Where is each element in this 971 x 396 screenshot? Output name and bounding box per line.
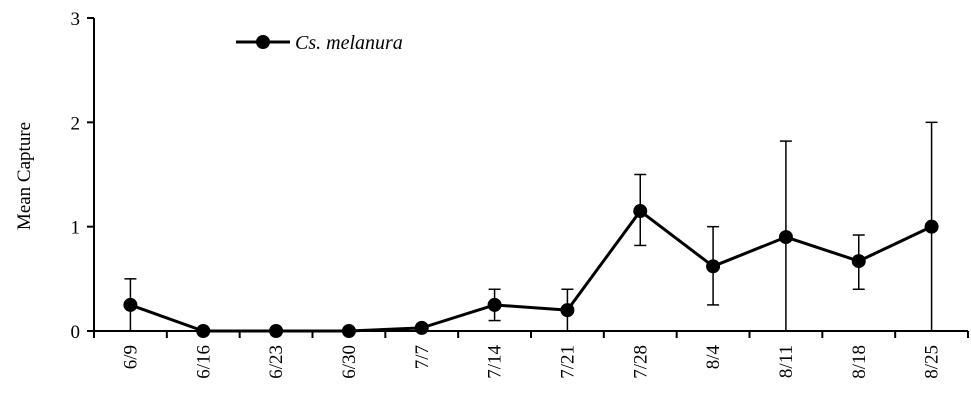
- x-tick-label: 7/28: [630, 345, 651, 379]
- data-point: [560, 303, 575, 318]
- x-tick-label: 7/7: [412, 345, 433, 369]
- x-tick-label: 6/16: [193, 345, 214, 379]
- y-tick-label: 0: [71, 322, 81, 343]
- data-point: [341, 324, 356, 338]
- x-tick-label: 8/4: [703, 345, 724, 370]
- data-point: [706, 259, 721, 274]
- y-tick-label: 1: [71, 218, 81, 239]
- data-point: [123, 297, 138, 312]
- x-ticks: 6/9 6/16 6/23 6/30 7/7 7/14 7/21 7/28 8/4 8/11 8/1…: [93, 331, 969, 379]
- y-tick-label: 2: [71, 113, 81, 134]
- x-tick-label: 6/23: [266, 345, 287, 379]
- x-tick-label: 7/14: [485, 345, 506, 379]
- x-tick-label: 6/30: [339, 345, 360, 379]
- y-tick-label: 3: [71, 9, 81, 30]
- x-tick-label: 7/21: [557, 345, 578, 379]
- data-point: [487, 297, 502, 312]
- series-line: [129, 209, 933, 333]
- x-tick-label: 8/18: [849, 345, 870, 379]
- y-axis-title: Mean Capture: [14, 122, 35, 230]
- legend-label: Cs. melanura: [295, 32, 403, 54]
- y-ticks: 0 1 2 3: [71, 9, 94, 343]
- data-point: [778, 230, 793, 245]
- legend: Cs. melanura: [236, 32, 403, 54]
- data-point: [269, 324, 284, 338]
- x-tick-label: 8/25: [922, 345, 943, 379]
- x-tick-label: 6/9: [120, 345, 141, 369]
- data-point: [851, 254, 866, 269]
- error-bars: [124, 121, 938, 331]
- data-point: [196, 324, 211, 338]
- x-tick-label: 8/11: [776, 345, 797, 378]
- axes: [93, 18, 968, 332]
- legend-marker: [256, 35, 270, 49]
- data-point: [414, 320, 429, 335]
- series-group: [123, 204, 939, 338]
- data-point: [633, 204, 648, 219]
- data-point: [924, 219, 939, 234]
